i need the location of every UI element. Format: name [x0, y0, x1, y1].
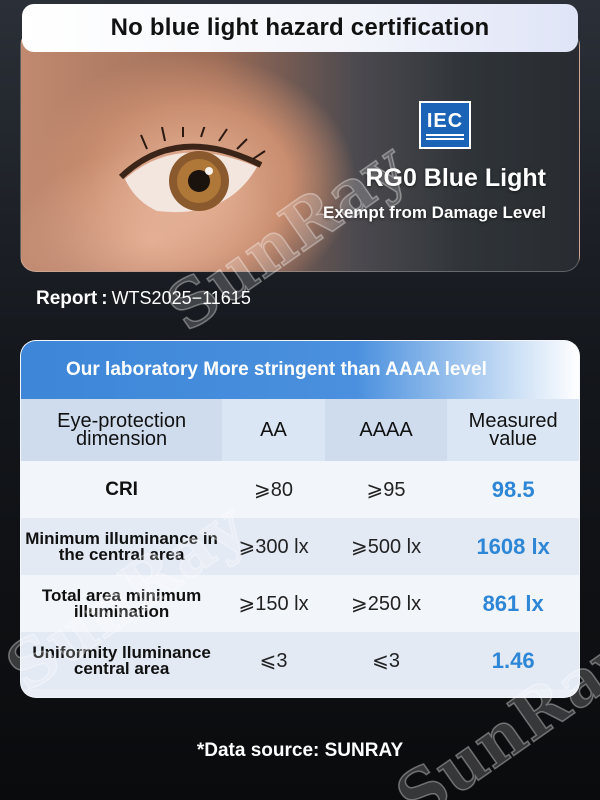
header-aa: AA	[222, 399, 325, 461]
header-aaaa: AAAA	[324, 399, 448, 461]
table-row: Uniformity lluminance central area ⩽3 ⩽3…	[21, 632, 579, 689]
hero-image-card: IEC RG0 Blue Light Exempt from Damage Le…	[20, 30, 580, 272]
rg0-headline: RG0 Blue Light	[365, 164, 546, 192]
comparison-table: Eye-protection dimension AA AAAA Measure…	[21, 399, 579, 689]
cell-measured: 861 lx	[447, 575, 579, 632]
report-label: Report	[36, 288, 98, 309]
cell-aaaa: ⩽3	[324, 632, 448, 689]
cell-measured: 1608 lx	[447, 518, 579, 575]
table-row: Minimum illuminance in the central area …	[21, 518, 579, 575]
cell-aaaa: ⩾250 lx	[324, 575, 448, 632]
table-banner: Our laboratory More stringent than AAAA …	[21, 341, 579, 399]
title-banner: No blue light hazard certification	[22, 4, 578, 52]
table-row: CRI ⩾80 ⩾95 98.5	[21, 461, 579, 518]
skin-shading	[21, 31, 341, 271]
table-banner-text: Our laboratory More stringent than AAAA …	[66, 359, 487, 380]
iec-logo: IEC	[419, 101, 471, 149]
comparison-table-card: Our laboratory More stringent than AAAA …	[20, 340, 580, 698]
data-source-note: *Data source: SUNRAY	[196, 740, 404, 761]
exempt-subline: Exempt from Damage Level	[323, 203, 546, 222]
iec-logo-text: IEC	[426, 109, 464, 132]
report-separator: :	[101, 288, 108, 309]
cell-aa: ⩽3	[222, 632, 325, 689]
cell-aa: ⩾300 lx	[222, 518, 325, 575]
cell-aaaa: ⩾500 lx	[324, 518, 448, 575]
table-header-row: Eye-protection dimension AA AAAA Measure…	[21, 399, 579, 461]
iec-logo-lines	[426, 133, 464, 140]
cell-aa: ⩾80	[222, 461, 325, 518]
cell-measured: 1.46	[447, 632, 579, 689]
cell-measured: 98.5	[447, 461, 579, 518]
eye-illustration	[118, 127, 266, 213]
header-dimension: Eye-protection dimension	[21, 399, 223, 461]
table-row: Total area minimum illumination ⩾150 lx …	[21, 575, 579, 632]
report-line: Report : WTS2025−11615	[36, 288, 251, 310]
cell-dimension: CRI	[21, 461, 223, 518]
header-measured: Measured value	[447, 399, 579, 461]
cell-dimension: Total area minimum illumination	[21, 575, 223, 632]
report-number: WTS2025−11615	[111, 288, 251, 308]
cell-dimension: Uniformity lluminance central area	[21, 632, 223, 689]
page-title: No blue light hazard certification	[110, 14, 490, 41]
cell-dimension: Minimum illuminance in the central area	[21, 518, 223, 575]
cell-aaaa: ⩾95	[324, 461, 448, 518]
cell-aa: ⩾150 lx	[222, 575, 325, 632]
